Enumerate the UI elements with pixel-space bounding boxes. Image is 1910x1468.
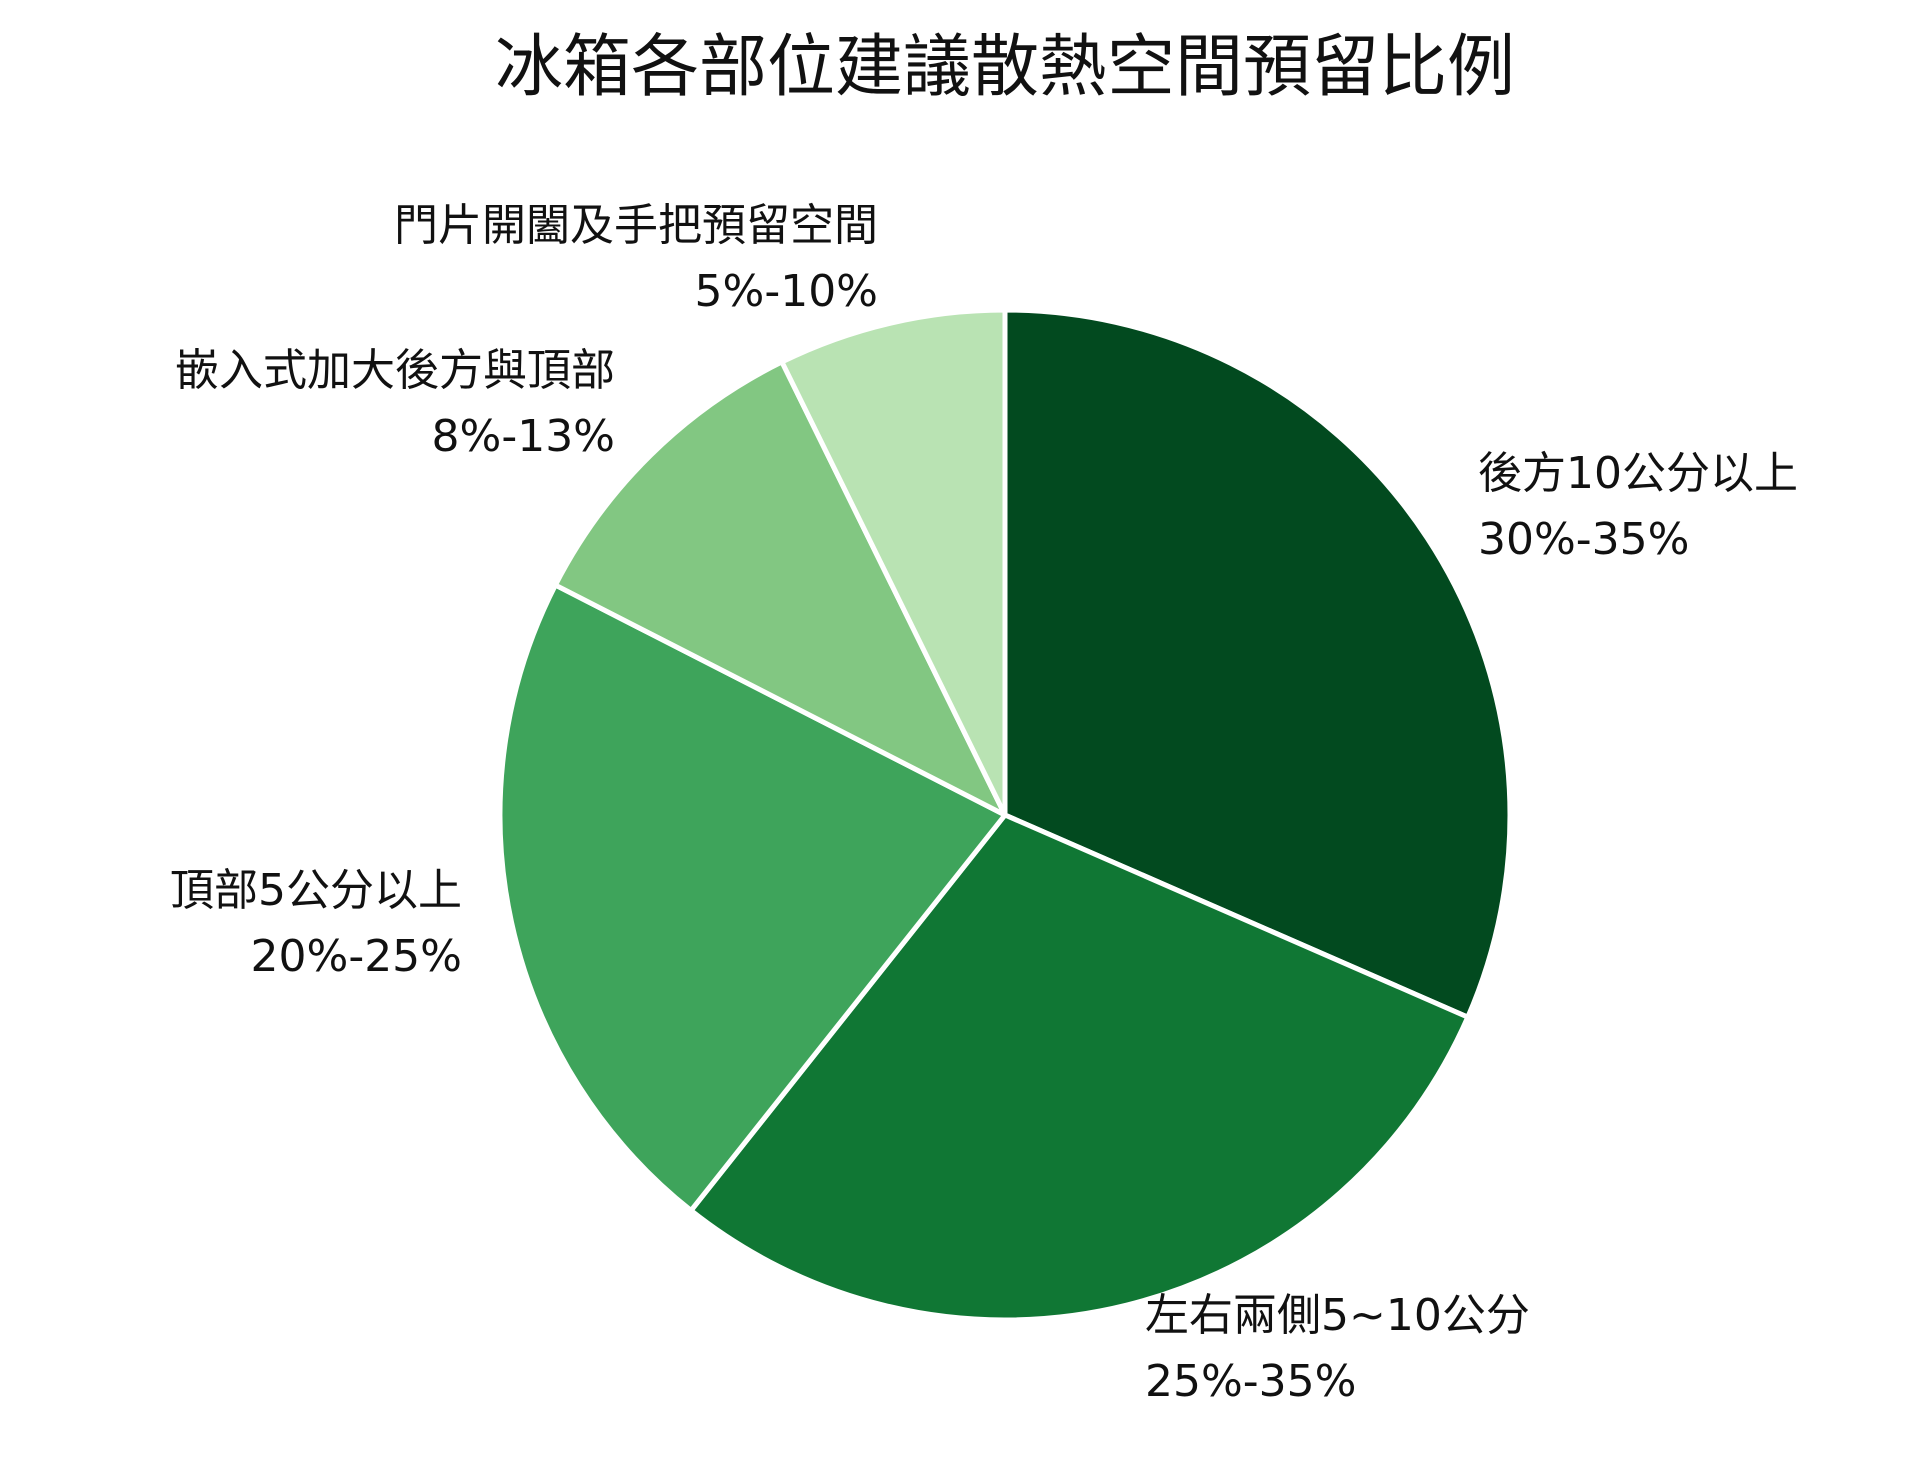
slice-label: 後方10公分以上 [1478, 448, 1798, 499]
pie-slices [497, 307, 1513, 1323]
pie-slice [688, 812, 1471, 1323]
slice-range-label: 25%-35% [1145, 1356, 1356, 1407]
pie-slice [497, 582, 1008, 1214]
pie-labels: 後方10公分以上 30%-35% 左右兩側5~10公分 25%-35% 頂部5公分以上 2… [170, 200, 1798, 1407]
slice-range-label: 20%-25% [251, 931, 462, 982]
pie-slice [779, 307, 1008, 818]
slice-label: 嵌入式加大後方與頂部 [175, 345, 615, 396]
slice-range-label: 30%-35% [1478, 514, 1689, 565]
pie-slice [552, 359, 1008, 818]
slice-range-label: 5%-10% [695, 266, 878, 317]
slice-label: 左右兩側5~10公分 [1145, 1290, 1530, 1341]
slice-label: 門片開闔及手把預留空間 [394, 200, 878, 251]
slice-label: 頂部5公分以上 [170, 865, 462, 916]
chart-title: 冰箱各部位建議散熱空間預留比例 [495, 28, 1515, 107]
slice-range-label: 8%-13% [432, 411, 615, 462]
pie-slice [1002, 307, 1513, 1020]
